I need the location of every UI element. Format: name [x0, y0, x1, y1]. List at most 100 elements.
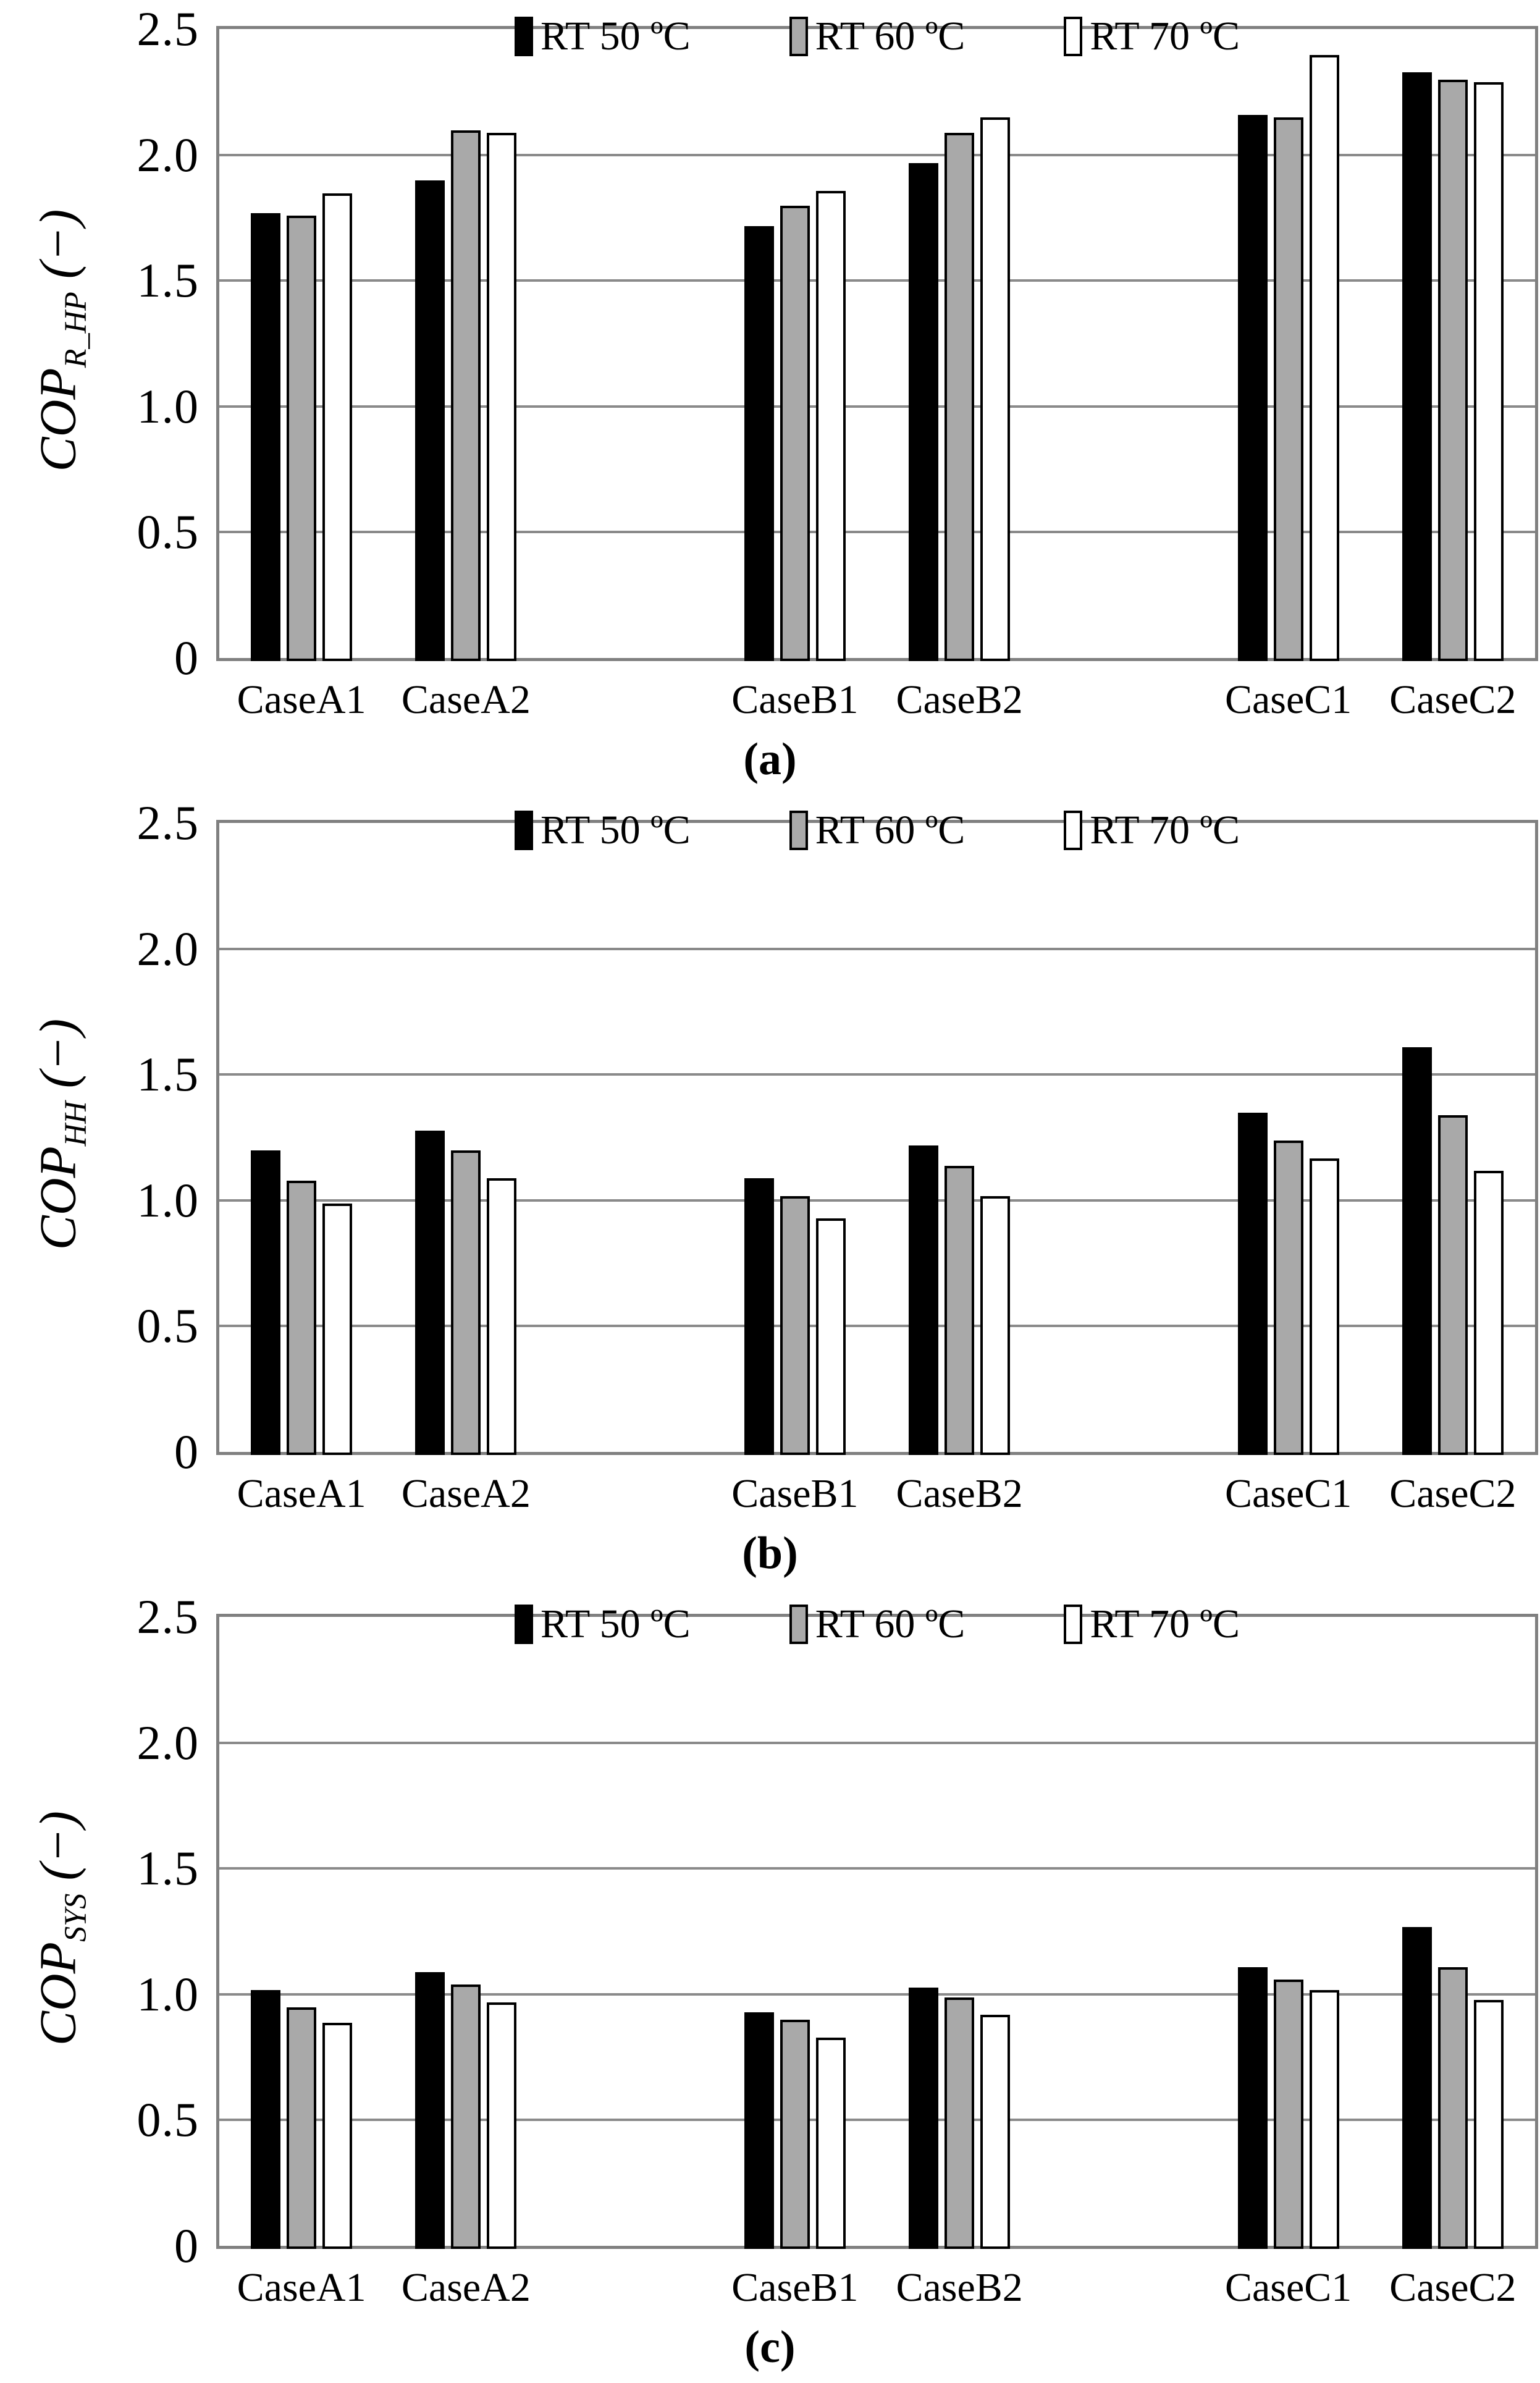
- bar-CaseA2-rt60: [451, 1984, 481, 2249]
- bar-CaseA2-rt50: [415, 180, 445, 661]
- bar-CaseC1-rt60: [1274, 1980, 1303, 2249]
- bar-CaseC2-rt50: [1402, 72, 1432, 661]
- bar-CaseB1-rt60: [780, 206, 810, 661]
- gridline-0.5: [219, 1325, 1535, 1328]
- caption-a: (a): [743, 734, 797, 785]
- y-axis-label-b: COPHH (−): [29, 1018, 93, 1250]
- y-axis-label-subscript: HH: [58, 1101, 93, 1147]
- y-tick-2.5: 2.5: [137, 2, 199, 56]
- chart-panel-b: COPHH (−) 2.5 2.0 1.5 1.0 0.5 0 CaseA1 CaseA2 Cas…: [0, 794, 1540, 1588]
- bar-CaseA1-rt70: [322, 2023, 352, 2249]
- y-axis-label-units: (−): [29, 1018, 87, 1102]
- gridline-0.5: [219, 531, 1535, 534]
- x-label-CaseC2: CaseC2: [1389, 1471, 1517, 1516]
- legend-swatch-rt50: [514, 811, 533, 850]
- legend-swatch-rt70: [1064, 17, 1083, 56]
- x-label-CaseB1: CaseB1: [731, 1471, 859, 1516]
- legend-c: RT 50 ºC RT 60 ºC RT 70 ºC: [219, 1604, 1535, 1645]
- bar-CaseC1-rt50: [1238, 1967, 1268, 2249]
- bar-CaseA2-rt50: [415, 1972, 445, 2249]
- bar-CaseC1-rt70: [1310, 1990, 1339, 2249]
- x-label-CaseA1: CaseA1: [237, 677, 366, 722]
- x-label-CaseA1: CaseA1: [237, 1471, 366, 1516]
- legend-swatch-rt60: [789, 1605, 808, 1644]
- bar-CaseB2-rt50: [909, 1145, 938, 1455]
- bar-CaseB1-rt50: [744, 2012, 774, 2249]
- legend-item-rt70: RT 70 ºC: [1064, 1604, 1240, 1645]
- x-label-CaseA1: CaseA1: [237, 2265, 366, 2310]
- y-tick-0: 0: [174, 1425, 199, 1478]
- bar-CaseB1-rt50: [744, 1178, 774, 1455]
- legend-label-rt60: RT 60 ºC: [815, 14, 966, 59]
- y-tick-1.0: 1.0: [137, 1967, 199, 2021]
- bar-CaseB1-rt60: [780, 1196, 810, 1455]
- x-label-CaseB2: CaseB2: [896, 1471, 1023, 1516]
- x-label-CaseB2: CaseB2: [896, 2265, 1023, 2310]
- bar-CaseB2-rt60: [945, 133, 974, 661]
- bar-CaseA1-rt50: [251, 1990, 280, 2249]
- x-label-CaseC1: CaseC1: [1224, 2265, 1352, 2310]
- legend-swatch-rt50: [514, 17, 533, 56]
- plot-area-c: [216, 1614, 1538, 2249]
- gridline-0.5: [219, 2119, 1535, 2122]
- legend-item-rt50: RT 50 ºC: [514, 808, 691, 853]
- x-label-CaseC1: CaseC1: [1224, 1471, 1352, 1516]
- bar-CaseB2-rt70: [980, 1196, 1010, 1455]
- bar-CaseC1-rt70: [1310, 1158, 1339, 1455]
- y-tick-0.5: 0.5: [137, 505, 199, 559]
- legend-label-rt50: RT 50 ºC: [540, 14, 691, 59]
- bar-CaseA1-rt60: [287, 1181, 316, 1455]
- bar-CaseB2-rt60: [945, 1997, 974, 2249]
- y-tick-1.0: 1.0: [137, 1173, 199, 1227]
- y-tick-1.5: 1.5: [137, 1047, 199, 1102]
- y-axis-label-base: COP: [29, 368, 87, 472]
- bar-CaseA2-rt60: [451, 130, 481, 661]
- bar-CaseA2-rt70: [487, 1178, 516, 1455]
- caption-b: (b): [742, 1528, 798, 1579]
- y-tick-1.0: 1.0: [137, 379, 199, 433]
- bar-CaseC2-rt50: [1402, 1047, 1432, 1455]
- bar-CaseC2-rt70: [1474, 1171, 1504, 1455]
- legend-label-rt50: RT 50 ºC: [540, 808, 691, 853]
- bar-CaseC2-rt50: [1402, 1927, 1432, 2249]
- y-axis-label-subscript: SYS: [58, 1893, 93, 1942]
- y-tick-2.5: 2.5: [137, 796, 199, 850]
- legend-label-rt70: RT 70 ºC: [1090, 808, 1240, 853]
- legend-item-rt50: RT 50 ºC: [514, 14, 691, 59]
- bar-CaseB1-rt70: [816, 1218, 846, 1455]
- y-axis-label-units: (−): [29, 1810, 87, 1894]
- bar-CaseC1-rt60: [1274, 1141, 1303, 1455]
- legend-item-rt50: RT 50 ºC: [514, 1604, 691, 1645]
- bar-CaseC1-rt50: [1238, 1113, 1268, 1455]
- x-label-CaseA2: CaseA2: [401, 1471, 531, 1516]
- legend-swatch-rt60: [789, 17, 808, 56]
- bar-CaseB2-rt60: [945, 1166, 974, 1455]
- legend-label-rt60: RT 60 ºC: [815, 1601, 966, 1647]
- y-axis-label-subscript: R_HP: [58, 292, 93, 368]
- legend-swatch-rt50: [514, 1605, 533, 1644]
- legend-swatch-rt70: [1064, 811, 1083, 850]
- legend-swatch-rt70: [1064, 1605, 1083, 1644]
- plot-area-b: [216, 820, 1538, 1455]
- bar-CaseB2-rt70: [980, 2015, 1010, 2249]
- bar-CaseA1-rt50: [251, 213, 280, 661]
- gridline-2.0: [219, 153, 1535, 156]
- legend-swatch-rt60: [789, 811, 808, 850]
- x-label-CaseA2: CaseA2: [401, 2265, 531, 2310]
- y-tick-0: 0: [174, 2219, 199, 2272]
- bar-CaseB2-rt50: [909, 163, 938, 661]
- x-label-CaseC2: CaseC2: [1389, 677, 1517, 722]
- y-tick-2.5: 2.5: [137, 1590, 199, 1643]
- gridline-1.5: [219, 1867, 1535, 1870]
- bar-CaseA1-rt70: [322, 1204, 352, 1455]
- bar-CaseC1-rt50: [1238, 115, 1268, 661]
- chart-panel-c: COPSYS (−) 2.5 2.0 1.5 1.0 0.5 0 CaseA1 CaseA2 Ca…: [0, 1588, 1540, 2382]
- caption-c: (c): [744, 2322, 796, 2372]
- bar-CaseC2-rt70: [1474, 2000, 1504, 2249]
- y-axis-label-base: COP: [29, 1942, 87, 2046]
- legend-item-rt70: RT 70 ºC: [1064, 810, 1240, 851]
- bar-CaseA2-rt70: [487, 2002, 516, 2249]
- y-tick-1.5: 1.5: [137, 253, 199, 308]
- y-tick-2.0: 2.0: [137, 1715, 199, 1769]
